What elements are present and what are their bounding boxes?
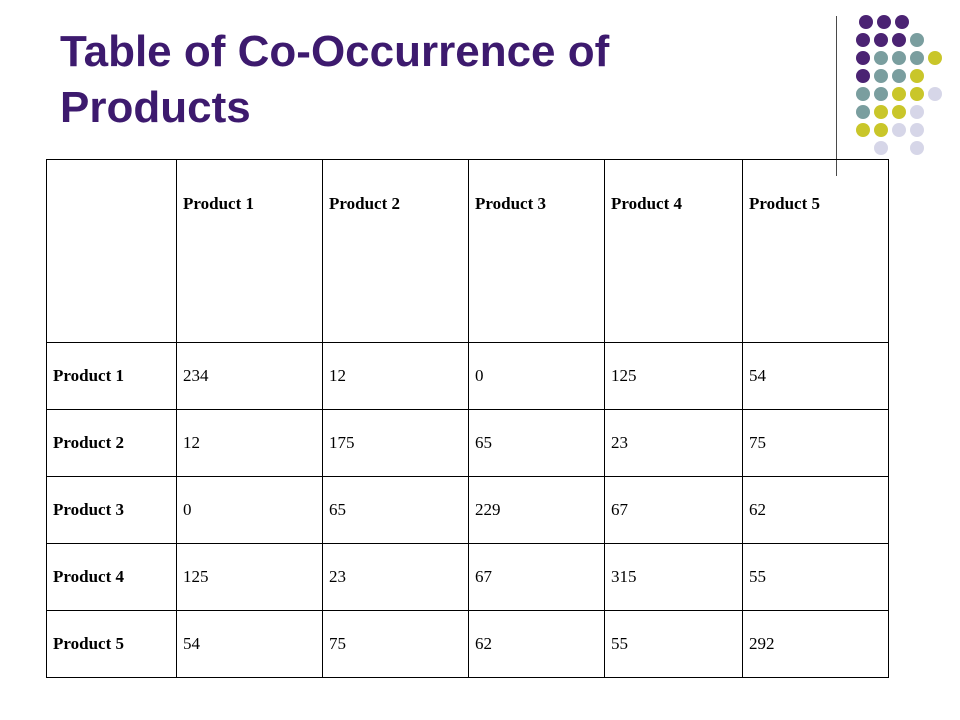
decorative-dot (874, 123, 888, 137)
decorative-dot (910, 105, 924, 119)
decorative-divider-line (836, 16, 837, 176)
decorative-dot (928, 87, 942, 101)
table-cell: 62 (468, 610, 605, 678)
table-cell: 175 (322, 409, 469, 477)
table-cell: 55 (604, 610, 743, 678)
table-cell: 75 (322, 610, 469, 678)
decorative-dot (856, 69, 870, 83)
row-header: Product 4 (46, 543, 177, 611)
co-occurrence-table: Product 1 Product 2 Product 3 Product 4 … (46, 159, 889, 678)
table-cell: 125 (176, 543, 323, 611)
slide-title: Table of Co-Occurrence of Products (60, 27, 610, 132)
column-header: Product 2 (322, 159, 469, 343)
table-row: Product 3 0 65 229 67 62 (46, 476, 889, 544)
decorative-dot (874, 141, 888, 155)
decorative-dot (892, 105, 906, 119)
table-corner-cell (46, 159, 177, 343)
decorative-dot (856, 123, 870, 137)
decorative-dot (856, 51, 870, 65)
decorative-dot (874, 105, 888, 119)
row-header: Product 2 (46, 409, 177, 477)
decorative-dot (910, 141, 924, 155)
table-cell: 67 (468, 543, 605, 611)
row-header: Product 3 (46, 476, 177, 544)
table-row: Product 2 12 175 65 23 75 (46, 409, 889, 477)
table-cell: 0 (176, 476, 323, 544)
row-header: Product 5 (46, 610, 177, 678)
table-cell: 65 (468, 409, 605, 477)
table-row: Product 1 234 12 0 125 54 (46, 342, 889, 410)
table-cell: 0 (468, 342, 605, 410)
table-cell: 234 (176, 342, 323, 410)
table-cell: 62 (742, 476, 889, 544)
table-cell: 75 (742, 409, 889, 477)
column-header: Product 5 (742, 159, 889, 343)
decorative-dot (895, 15, 909, 29)
decorative-dot (910, 69, 924, 83)
decorative-dot (910, 87, 924, 101)
decorative-dot (928, 51, 942, 65)
table-cell: 12 (322, 342, 469, 410)
decorative-dot (910, 51, 924, 65)
row-header: Product 1 (46, 342, 177, 410)
decorative-dot (910, 123, 924, 137)
decorative-dot (856, 87, 870, 101)
decorative-dot (856, 105, 870, 119)
decorative-dot (892, 87, 906, 101)
table-cell: 315 (604, 543, 743, 611)
table-cell: 65 (322, 476, 469, 544)
decorative-dot (877, 15, 891, 29)
decorative-dot (856, 33, 870, 47)
table-cell: 23 (604, 409, 743, 477)
table-cell: 54 (176, 610, 323, 678)
table-cell: 54 (742, 342, 889, 410)
table-cell: 229 (468, 476, 605, 544)
decorative-dot (892, 69, 906, 83)
decorative-dot (874, 33, 888, 47)
decorative-dot (910, 33, 924, 47)
table-cell: 12 (176, 409, 323, 477)
decorative-dot (859, 15, 873, 29)
column-header: Product 1 (176, 159, 323, 343)
table-row: Product 4 125 23 67 315 55 (46, 543, 889, 611)
table-cell: 125 (604, 342, 743, 410)
table-header-row: Product 1 Product 2 Product 3 Product 4 … (46, 159, 889, 343)
table-cell: 23 (322, 543, 469, 611)
column-header: Product 3 (468, 159, 605, 343)
table-cell: 67 (604, 476, 743, 544)
decorative-dot (874, 87, 888, 101)
decorative-dot (874, 69, 888, 83)
decorative-dot (892, 33, 906, 47)
decorative-dot (892, 123, 906, 137)
table-cell: 55 (742, 543, 889, 611)
table-cell: 292 (742, 610, 889, 678)
table-row: Product 5 54 75 62 55 292 (46, 610, 889, 678)
decorative-dot (892, 51, 906, 65)
column-header: Product 4 (604, 159, 743, 343)
decorative-dot (874, 51, 888, 65)
